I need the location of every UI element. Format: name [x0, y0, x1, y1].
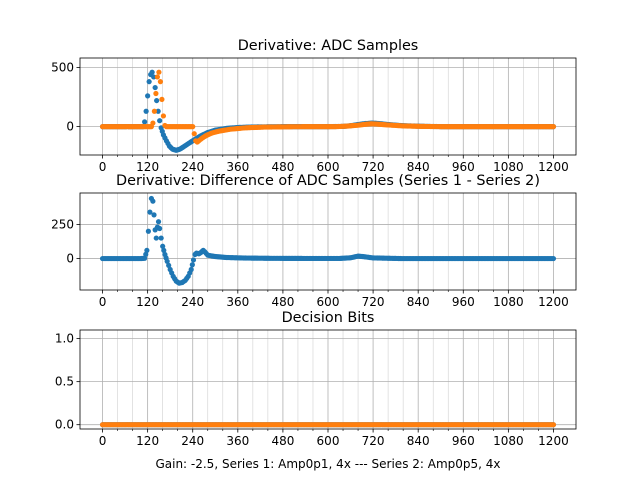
- x-tick-label: 240: [181, 160, 204, 174]
- data-point: [157, 225, 163, 232]
- data-point: [147, 209, 153, 215]
- data-point: [550, 124, 557, 130]
- chart-title: Decision Bits: [282, 310, 375, 326]
- x-tick-label: 0: [99, 295, 107, 309]
- x-tick-label: 600: [317, 160, 340, 174]
- x-tick-label: 120: [136, 434, 159, 448]
- data-point: [161, 247, 167, 253]
- x-tick-label: 0: [99, 160, 107, 174]
- data-point: [142, 255, 148, 261]
- data-point: [144, 247, 150, 253]
- data-point: [151, 212, 157, 218]
- data-point: [550, 255, 557, 262]
- data-point: [160, 113, 167, 119]
- data-point: [190, 124, 196, 130]
- x-tick-label: 600: [317, 295, 340, 309]
- x-tick-label: 720: [362, 434, 385, 448]
- data-point: [157, 79, 164, 85]
- data-point: [189, 262, 195, 268]
- x-tick-label: 360: [226, 434, 249, 448]
- x-tick-label: 240: [181, 434, 204, 448]
- series-1: [99, 195, 557, 286]
- data-point: [146, 79, 152, 85]
- y-tick-label: 1.0: [55, 332, 74, 346]
- y-tick-label: 0.0: [55, 418, 74, 432]
- x-tick-label: 600: [317, 434, 340, 448]
- x-tick-label: 360: [226, 160, 249, 174]
- data-point: [152, 84, 158, 91]
- y-tick-label: 250: [51, 217, 74, 231]
- x-tick-label: 1200: [538, 434, 569, 448]
- data-point: [550, 422, 557, 428]
- data-point: [151, 74, 157, 80]
- x-tick-label: 240: [181, 295, 204, 309]
- data-point: [145, 93, 151, 99]
- data-point: [188, 266, 194, 273]
- x-tick-label: 360: [226, 295, 249, 309]
- x-tick-label: 840: [407, 295, 430, 309]
- chart-panel-2: 0 120 240 360 480 600 720 840 960 1080 1200 0 250 Der…: [51, 173, 577, 309]
- data-point: [166, 262, 172, 269]
- data-point: [150, 120, 156, 126]
- x-tick-label: 840: [407, 160, 430, 174]
- x-tick-label: 720: [362, 160, 385, 174]
- x-tick-label: 1080: [493, 295, 524, 309]
- data-point: [159, 96, 165, 102]
- data-point: [155, 108, 161, 114]
- x-tick-label: 1080: [493, 160, 524, 174]
- data-point: [145, 228, 151, 234]
- x-tick-label: 120: [136, 160, 159, 174]
- x-tick-label: 1200: [538, 295, 569, 309]
- chart-panel-1: 0 120 240 360 480 600 720 840 960 1080 1200 0 500 Der…: [51, 38, 577, 174]
- data-point: [158, 235, 164, 241]
- x-tick-label: 480: [271, 160, 294, 174]
- axes-frame: [79, 329, 577, 430]
- x-tick-label: 960: [452, 434, 475, 448]
- x-tick-label: 120: [136, 295, 159, 309]
- x-tick-label: 480: [271, 295, 294, 309]
- figure-xlabel: Gain: -2.5, Series 1: Amp0p1, 4x --- Ser…: [155, 457, 500, 471]
- x-tick-label: 960: [452, 160, 475, 174]
- chart-panels: 0 120 240 360 480 600 720 840 960 1080 12000500Der…: [51, 38, 577, 448]
- x-tick-label: 1200: [538, 160, 569, 174]
- x-tick-label: 960: [452, 295, 475, 309]
- y-tick-label: 0: [66, 120, 74, 134]
- chart-panel-3: 0 120 240 360 480 600 720 840 960 1080 1200 0.0 0.5 1…: [55, 310, 577, 448]
- data-point: [151, 108, 157, 114]
- data-point: [191, 131, 197, 137]
- data-point: [156, 69, 162, 75]
- data-point: [153, 90, 159, 97]
- y-tick-label: 0.5: [55, 375, 74, 389]
- data-point: [157, 118, 163, 124]
- chart-title: Derivative: Difference of ADC Samples (S…: [116, 173, 540, 189]
- data-point: [160, 243, 166, 249]
- data-point: [143, 108, 149, 114]
- axes-frame: [79, 57, 577, 156]
- data-point: [142, 119, 148, 125]
- x-tick-label: 0: [99, 434, 107, 448]
- data-point: [153, 235, 159, 241]
- x-tick-label: 480: [271, 434, 294, 448]
- series-2: [99, 422, 557, 428]
- x-tick-label: 840: [407, 434, 430, 448]
- data-point: [143, 251, 149, 257]
- data-point: [154, 74, 161, 80]
- data-point: [164, 258, 170, 264]
- data-point: [149, 69, 155, 75]
- data-point: [190, 257, 197, 263]
- x-tick-label: 720: [362, 295, 385, 309]
- y-tick-label: 500: [51, 60, 74, 74]
- data-point: [154, 97, 160, 104]
- axes-frame: [79, 192, 577, 291]
- data-point: [150, 198, 156, 204]
- series-2: [99, 69, 557, 145]
- data-point: [155, 219, 162, 225]
- chart-title: Derivative: ADC Samples: [238, 38, 419, 54]
- y-tick-label: 0: [66, 252, 74, 266]
- x-tick-label: 1080: [493, 434, 524, 448]
